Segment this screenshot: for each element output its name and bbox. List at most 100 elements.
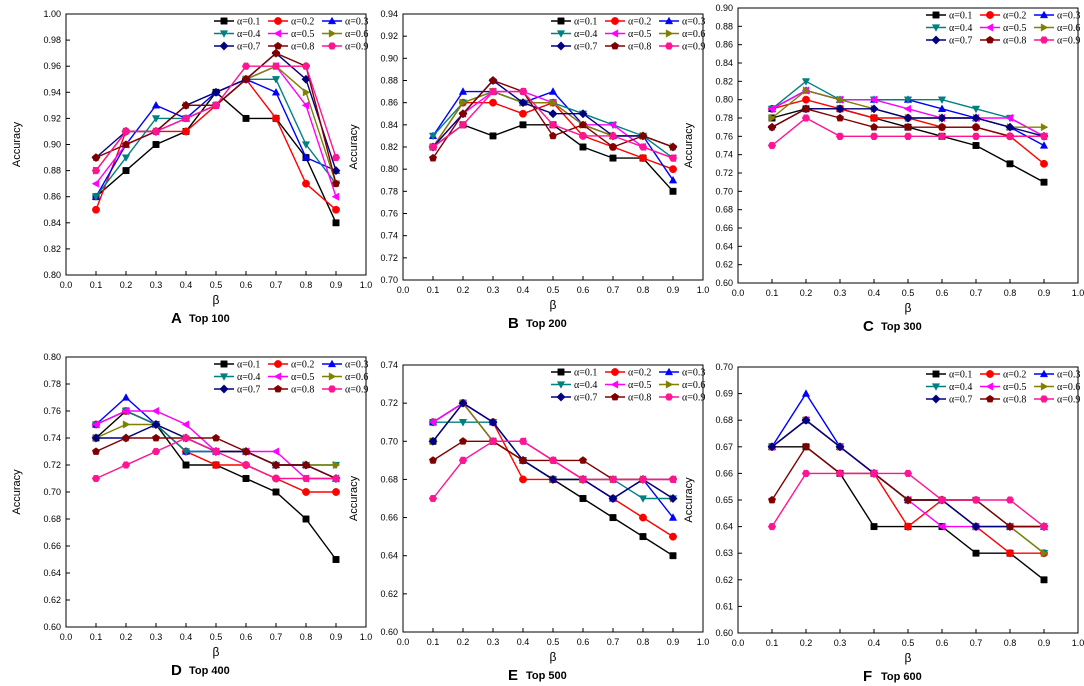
y-tick-label: 0.65 — [715, 495, 733, 505]
data-point — [458, 456, 468, 464]
data-point — [91, 433, 101, 443]
data-point — [578, 109, 588, 119]
data-point — [428, 494, 438, 503]
data-point — [122, 433, 130, 442]
y-axis-title: Accuracy — [11, 121, 23, 167]
data-point — [1039, 141, 1049, 149]
legend-item: α=0.8 — [268, 42, 314, 53]
legend-label: α=0.1 — [949, 11, 972, 22]
data-point — [579, 495, 587, 502]
x-tick-label: 0.3 — [834, 638, 847, 648]
legend-label: α=0.5 — [1003, 382, 1026, 393]
data-point — [668, 493, 678, 504]
data-point — [937, 496, 947, 504]
data-point — [937, 104, 947, 112]
series-line — [432, 402, 674, 538]
legend-label: α=0.8 — [628, 42, 651, 53]
data-point — [272, 460, 280, 469]
data-point — [579, 456, 587, 464]
y-tick-label: 0.76 — [380, 209, 398, 219]
legend-item: α=0.3 — [322, 360, 368, 371]
legend-item: α=0.2 — [980, 11, 1026, 22]
legend-label: α=0.6 — [682, 29, 705, 40]
y-tick-label: 0.70 — [43, 487, 61, 497]
legend-item: α=0.3 — [322, 17, 368, 28]
series-line — [771, 445, 1044, 528]
data-point — [548, 474, 558, 484]
legend-item: α=0.9 — [1034, 395, 1080, 406]
legend-item: α=0.8 — [980, 36, 1026, 47]
legend-marker — [556, 41, 566, 51]
data-point — [301, 62, 311, 70]
legend-marker — [556, 392, 566, 402]
data-point — [272, 48, 280, 57]
x-tick-label: 0.7 — [607, 637, 620, 647]
series-α=0.8 — [92, 48, 340, 188]
data-point — [91, 193, 101, 202]
legend-item: α=0.3 — [1034, 11, 1080, 22]
data-point — [548, 456, 558, 464]
legend-item: α=0.1 — [551, 17, 597, 28]
legend-marker — [611, 17, 619, 25]
x-tick-label: 0.4 — [180, 280, 193, 290]
legend-label: α=0.6 — [1057, 23, 1080, 34]
series-line — [95, 423, 336, 466]
data-point — [332, 556, 340, 563]
legend-label: α=0.4 — [237, 29, 260, 40]
data-point — [1040, 549, 1049, 558]
legend-item: α=0.5 — [605, 380, 651, 391]
data-point — [1006, 522, 1014, 530]
series-α=0.9 — [91, 62, 341, 175]
data-point — [1005, 113, 1014, 123]
data-point — [271, 447, 280, 456]
legend-label: α=0.6 — [682, 380, 705, 391]
data-point — [519, 456, 527, 464]
y-axis-title: Accuracy — [348, 124, 360, 170]
legend-item: α=0.7 — [214, 41, 260, 53]
x-tick-label: 0.3 — [150, 280, 163, 290]
series-α=0.9 — [767, 469, 1049, 531]
legend-item: α=0.1 — [214, 360, 260, 371]
x-tick-label: 0.5 — [902, 638, 915, 648]
y-tick-label: 0.92 — [380, 31, 398, 41]
legend: α=0.1 α=0.2 α=0.3 α=0.4 α=0.5 α=0.6 α=0.7 α=0.8… — [926, 11, 1080, 47]
legend-marker — [611, 368, 619, 376]
x-axis-title: β — [213, 293, 220, 307]
panel-caption: Top 500 — [526, 670, 567, 682]
data-point — [578, 475, 588, 484]
series-line — [771, 392, 1044, 528]
y-tick-label: 0.84 — [380, 120, 398, 130]
x-tick-label: 0.9 — [330, 632, 343, 642]
legend-item: α=0.1 — [551, 368, 597, 379]
y-tick-label: 0.60 — [43, 622, 61, 632]
data-point — [92, 153, 100, 161]
x-tick-label: 1.0 — [1072, 638, 1084, 648]
y-tick-label: 0.60 — [715, 278, 733, 288]
legend-label: α=0.5 — [291, 372, 314, 383]
data-point — [639, 533, 647, 541]
legend-label: α=0.5 — [628, 380, 651, 391]
data-point — [429, 153, 437, 162]
data-point — [904, 122, 912, 131]
legend-label: α=0.1 — [237, 17, 260, 28]
data-point — [639, 154, 647, 163]
legend-label: α=0.5 — [628, 29, 651, 40]
y-tick-label: 0.70 — [380, 275, 398, 285]
y-tick-label: 0.76 — [715, 131, 733, 141]
legend-item: α=0.6 — [1034, 23, 1080, 34]
x-tick-label: 0.1 — [766, 288, 779, 298]
legend-marker — [610, 29, 619, 38]
data-point — [92, 447, 100, 455]
y-tick-label: 0.72 — [380, 253, 398, 263]
legend-marker — [219, 373, 229, 381]
x-tick-label: 0.5 — [547, 285, 560, 295]
legend-label: α=0.5 — [1003, 23, 1026, 34]
legend-label: α=0.7 — [574, 393, 597, 404]
data-point — [972, 142, 980, 149]
legend-item: α=0.5 — [605, 29, 651, 40]
y-tick-label: 0.84 — [43, 218, 61, 228]
data-point — [151, 100, 161, 109]
y-tick-label: 0.86 — [715, 40, 733, 50]
data-point — [836, 95, 845, 104]
data-point — [801, 469, 811, 477]
